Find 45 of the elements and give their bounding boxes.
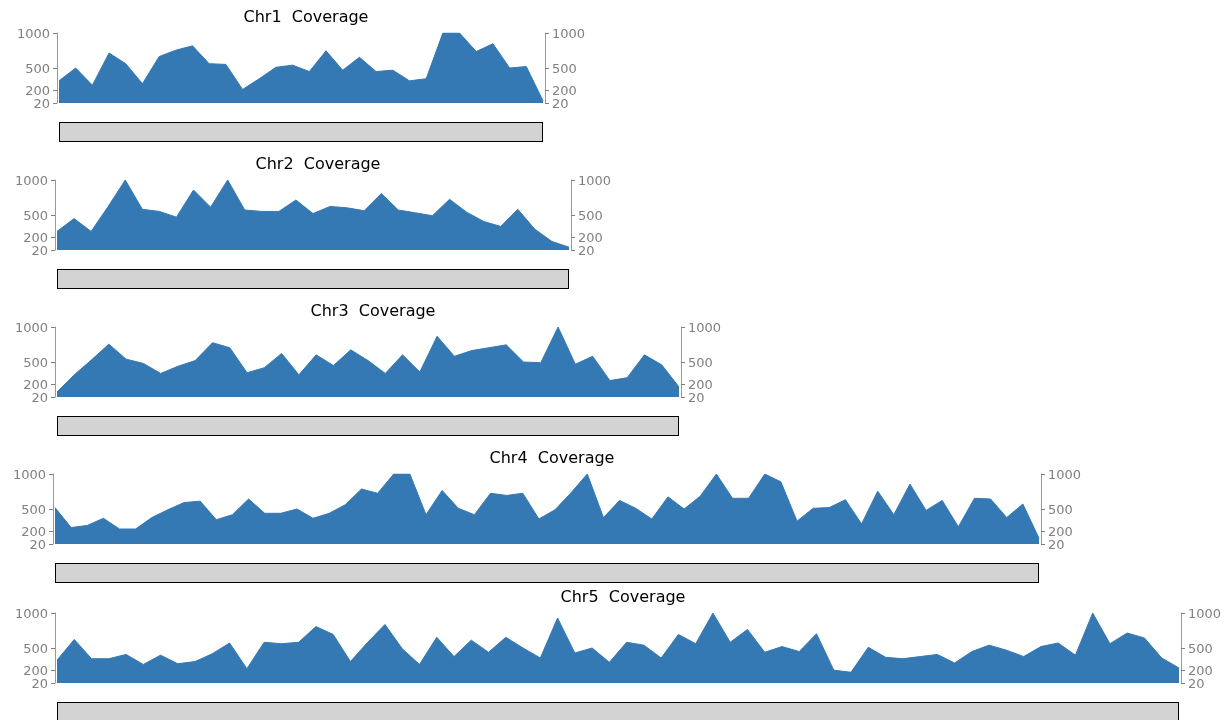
y2-tick-label: 500 — [688, 355, 713, 371]
y-tick-label: 1000 — [14, 172, 48, 188]
y-tick-label: 20 — [33, 95, 50, 111]
chart-title: Chr4 Coverage — [489, 447, 615, 467]
y2-tick-label: 20 — [688, 389, 705, 405]
y-tick-label: 20 — [29, 536, 46, 552]
y-tick-label: 200 — [25, 82, 50, 98]
y2-tick-label: 500 — [552, 61, 577, 77]
y-tick-label: 200 — [21, 523, 46, 539]
y-tick-label: 20 — [31, 242, 48, 258]
chart-title: Chr1 Coverage — [243, 6, 369, 26]
y2-tick-label: 1000 — [688, 319, 722, 335]
y-tick-label: 20 — [31, 389, 48, 405]
chart-title: Chr2 Coverage — [255, 153, 381, 173]
y-tick-label: 1000 — [14, 605, 48, 621]
y-tick-label: 500 — [23, 355, 48, 371]
y2-tick-label: 500 — [1188, 641, 1213, 657]
y2-tick-label: 1000 — [1188, 605, 1222, 621]
y2-tick-label: 200 — [578, 229, 603, 245]
y2-tick-label: 200 — [688, 376, 713, 392]
chart-title: Chr3 Coverage — [310, 300, 436, 320]
y-tick-label: 1000 — [12, 466, 46, 482]
y2-tick-label: 200 — [1188, 662, 1213, 678]
y-tick-label: 500 — [21, 502, 46, 518]
y-tick-label: 1000 — [14, 319, 48, 335]
y-tick-label: 1000 — [16, 25, 50, 41]
y2-tick-label: 500 — [578, 208, 603, 224]
y2-tick-label: 20 — [1048, 536, 1065, 552]
y-tick-label: 20 — [31, 675, 48, 691]
y2-tick-label: 500 — [1048, 502, 1073, 518]
y-tick-label: 500 — [23, 208, 48, 224]
y2-tick-label: 1000 — [552, 25, 586, 41]
y-tick-label: 200 — [23, 376, 48, 392]
y-tick-label: 200 — [23, 662, 48, 678]
y2-tick-label: 200 — [552, 82, 577, 98]
y2-tick-label: 20 — [578, 242, 595, 258]
y2-tick-label: 1000 — [578, 172, 612, 188]
y2-tick-label: 20 — [1188, 675, 1205, 691]
y-tick-label: 200 — [23, 229, 48, 245]
chart-title: Chr5 Coverage — [560, 586, 686, 606]
y2-tick-label: 20 — [552, 95, 569, 111]
y2-tick-label: 1000 — [1048, 466, 1082, 482]
y2-tick-label: 200 — [1048, 523, 1073, 539]
y-tick-label: 500 — [25, 61, 50, 77]
y-tick-label: 500 — [23, 641, 48, 657]
